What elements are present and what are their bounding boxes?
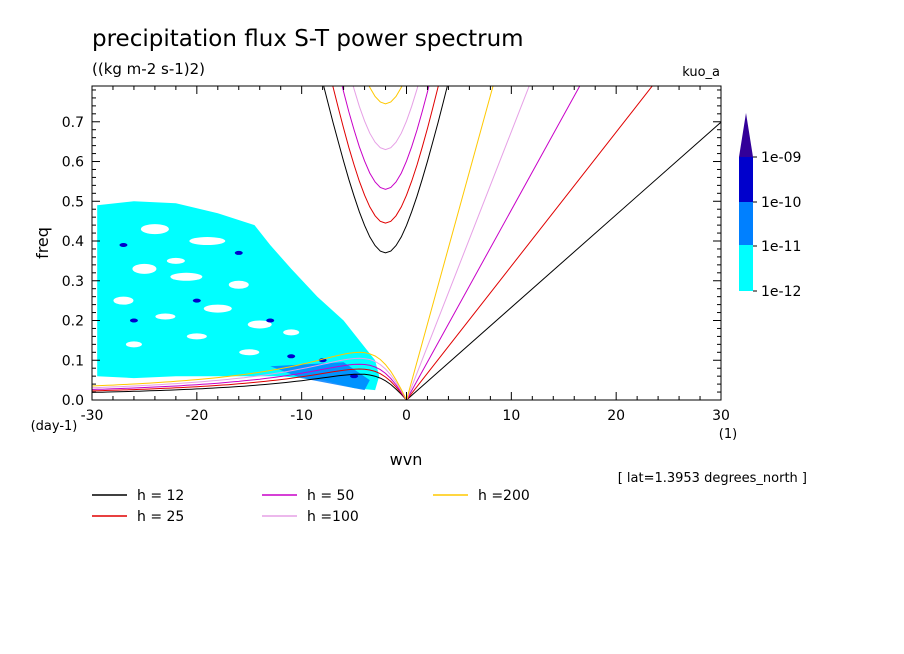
inertia-gravity-curve <box>323 86 448 254</box>
rossby-curve <box>92 351 407 400</box>
low-power-gap <box>247 320 272 329</box>
dispersion-curves <box>92 86 721 400</box>
power-region-1e-10 <box>266 318 275 323</box>
y-tick-label: 0.4 <box>62 234 84 250</box>
colorbar-label: 1e-09 <box>761 150 801 166</box>
rossby-curve <box>92 373 407 400</box>
latitude-annotation: [ lat=1.3953 degrees_north ] <box>618 471 807 486</box>
colorbar: 1e-09 1e-10 1e-11 1e-12 <box>739 113 801 300</box>
y-tick-label: 0.1 <box>62 353 84 369</box>
low-power-gap <box>113 296 134 305</box>
low-power-gap <box>170 272 203 281</box>
inertia-gravity-curve <box>352 86 419 151</box>
colorbar-label: 1e-10 <box>761 195 801 211</box>
power-region-1e-12 <box>97 201 380 391</box>
low-power-gap <box>166 257 185 264</box>
dataset-label: kuo_a <box>682 65 720 80</box>
x-tick-label: -20 <box>185 408 208 424</box>
rossby-curve <box>92 357 407 400</box>
colorbar-label: 1e-12 <box>761 284 801 300</box>
x-tick-label: -10 <box>290 408 313 424</box>
low-power-gap <box>155 313 176 320</box>
low-power-gap <box>140 224 169 235</box>
inertia-gravity-curve <box>332 86 439 224</box>
axes: -30 -20 -10 0 10 20 30 0.0 0.1 0.2 0.3 0.4 0.5 0.6 0.7 <box>62 86 730 424</box>
y-tick-label: 0.3 <box>62 274 84 290</box>
power-region-1e-10 <box>192 298 201 303</box>
power-region-1e-10 <box>119 242 128 247</box>
legend: h = 12 h = 25 h = 50 h =100 h =200 <box>92 488 530 525</box>
y-tick-label: 0.6 <box>62 155 84 171</box>
chart-subtitle: ((kg m-2 s-1)2) <box>92 60 205 78</box>
power-region-1e-10 <box>350 374 359 379</box>
kelvin-curve <box>406 121 721 400</box>
low-power-gap <box>203 304 232 313</box>
kelvin-curve <box>406 86 530 400</box>
legend-label: h =200 <box>478 488 530 504</box>
inertia-gravity-curve <box>341 86 430 190</box>
colorbar-label: 1e-11 <box>761 239 801 255</box>
kelvin-curve <box>406 86 581 400</box>
colorbar-segment <box>739 245 753 291</box>
colorbar-segment <box>739 202 753 245</box>
x-tick-label: 30 <box>712 408 730 424</box>
y-tick-label: 0.7 <box>62 115 84 131</box>
rossby-curve <box>92 363 407 400</box>
y-tick-label: 0.5 <box>62 194 84 210</box>
low-power-gap <box>239 349 260 356</box>
power-region-1e-10 <box>234 250 243 255</box>
chart-title: precipitation flux S-T power spectrum <box>92 26 524 52</box>
low-power-gap <box>186 333 207 340</box>
rossby-curve <box>92 368 407 400</box>
legend-label: h = 25 <box>137 509 184 525</box>
legend-label: h = 50 <box>307 488 354 504</box>
low-power-gap <box>228 280 249 289</box>
kelvin-curve <box>406 86 653 400</box>
low-power-gap <box>189 237 226 246</box>
x-tick-label: 10 <box>502 408 520 424</box>
colorbar-extend-arrow <box>739 113 753 157</box>
legend-label: h =100 <box>307 509 359 525</box>
low-power-gap <box>283 329 300 336</box>
kelvin-curve <box>406 86 494 400</box>
colorbar-segment <box>739 157 753 202</box>
legend-label: h = 12 <box>137 488 184 504</box>
x-tick-label: -30 <box>81 408 104 424</box>
power-contours <box>97 201 380 391</box>
power-region-1e-10 <box>287 354 296 359</box>
power-region-1e-10 <box>129 318 138 323</box>
power-region-1e-11 <box>270 362 370 391</box>
x-tick-label: 20 <box>607 408 625 424</box>
y-axis-label: freq <box>33 227 52 259</box>
x-axis-label: wvn <box>390 450 423 469</box>
y-tick-label: 0.2 <box>62 314 84 330</box>
x-tick-label: 0 <box>402 408 411 424</box>
low-power-gap <box>125 341 142 348</box>
x-axis-unit: (1) <box>719 427 737 442</box>
y-tick-label: 0.0 <box>62 393 84 409</box>
low-power-gap <box>132 263 157 274</box>
y-axis-unit: (day-1) <box>31 419 78 434</box>
